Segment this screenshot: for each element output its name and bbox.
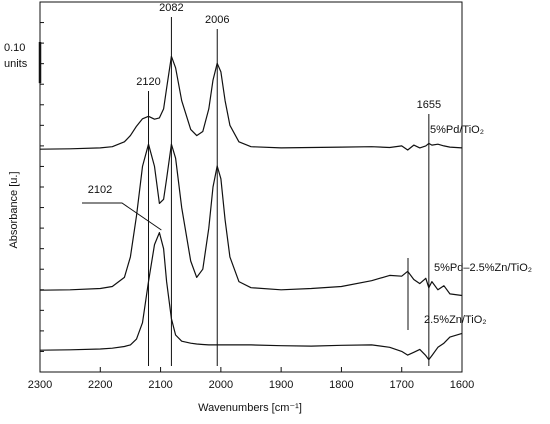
- x-tick-label: 2100: [148, 379, 172, 391]
- series-label: 5%Pd/TiO₂: [430, 124, 484, 136]
- peak-label: 2082: [159, 2, 183, 14]
- series-label: 2.5%Zn/TiO₂: [424, 314, 487, 326]
- series-label: 5%Pd–2.5%Zn/TiO₂: [434, 262, 532, 274]
- spectrum-line: [39, 143, 463, 297]
- scale-unit: units: [4, 58, 28, 70]
- spectrum-line: [39, 55, 463, 151]
- peak-label: 1655: [417, 99, 441, 111]
- peak-label: 2006: [205, 14, 229, 26]
- x-axis-label: Wavenumbers [cm⁻¹]: [198, 402, 302, 414]
- y-axis-label: Absorbance [u.]: [8, 171, 20, 248]
- scale-label: 0.10: [4, 42, 25, 54]
- x-tick-label: 2200: [88, 379, 112, 391]
- spectrum-line: [39, 232, 463, 361]
- x-tick-label: 2300: [28, 379, 52, 391]
- peak-label: 2120: [136, 76, 160, 88]
- peak-label: 2102: [88, 184, 112, 196]
- peak-leader: [82, 202, 162, 231]
- x-tick-label: 1600: [450, 379, 474, 391]
- x-tick-label: 1900: [269, 379, 293, 391]
- x-tick-label: 2000: [209, 379, 233, 391]
- x-tick-label: 1800: [329, 379, 353, 391]
- x-tick-label: 1700: [389, 379, 413, 391]
